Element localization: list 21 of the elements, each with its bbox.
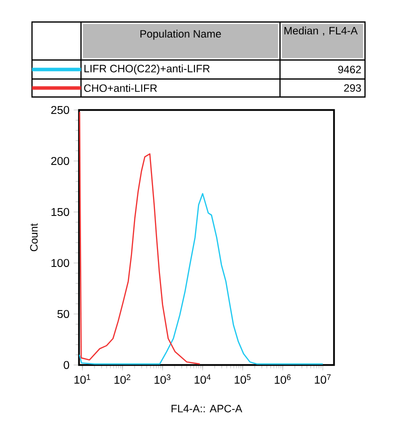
x-tick-label: 10$^{2}$ <box>114 374 130 384</box>
legend-label: LIFR CHO(C22)+anti-LIFR <box>84 64 210 74</box>
y-tick-label: 0 <box>64 360 70 370</box>
x-tick-label: 10$^{6}$ <box>274 374 291 384</box>
y-tick-label: 50 <box>57 310 70 318</box>
y-tick-label: 150 <box>52 208 70 216</box>
x-tick-label: 10$^{3}$ <box>154 374 170 384</box>
text: Median , FL4-A <box>284 26 358 36</box>
legend-label: CHO+anti-LIFR <box>84 84 157 92</box>
text: 293 <box>344 84 361 92</box>
x-tick-label: 10$^{1}$ <box>74 374 90 384</box>
x-tick-label: 10$^{5}$ <box>234 374 251 384</box>
legend-title: Population Name <box>140 30 221 40</box>
x-axis-title: FL4-A:: APC-A <box>172 404 242 412</box>
x-tick-label: 10$^{7}$ <box>314 374 331 384</box>
y-tick-label: 250 <box>51 106 70 114</box>
x-tick-label: 10$^{4}$ <box>194 374 211 384</box>
text: 9462 <box>338 66 361 74</box>
y-tick-label: 100 <box>52 258 70 267</box>
y-tick-label: 200 <box>51 156 70 165</box>
y-axis-title: Count <box>30 223 38 252</box>
